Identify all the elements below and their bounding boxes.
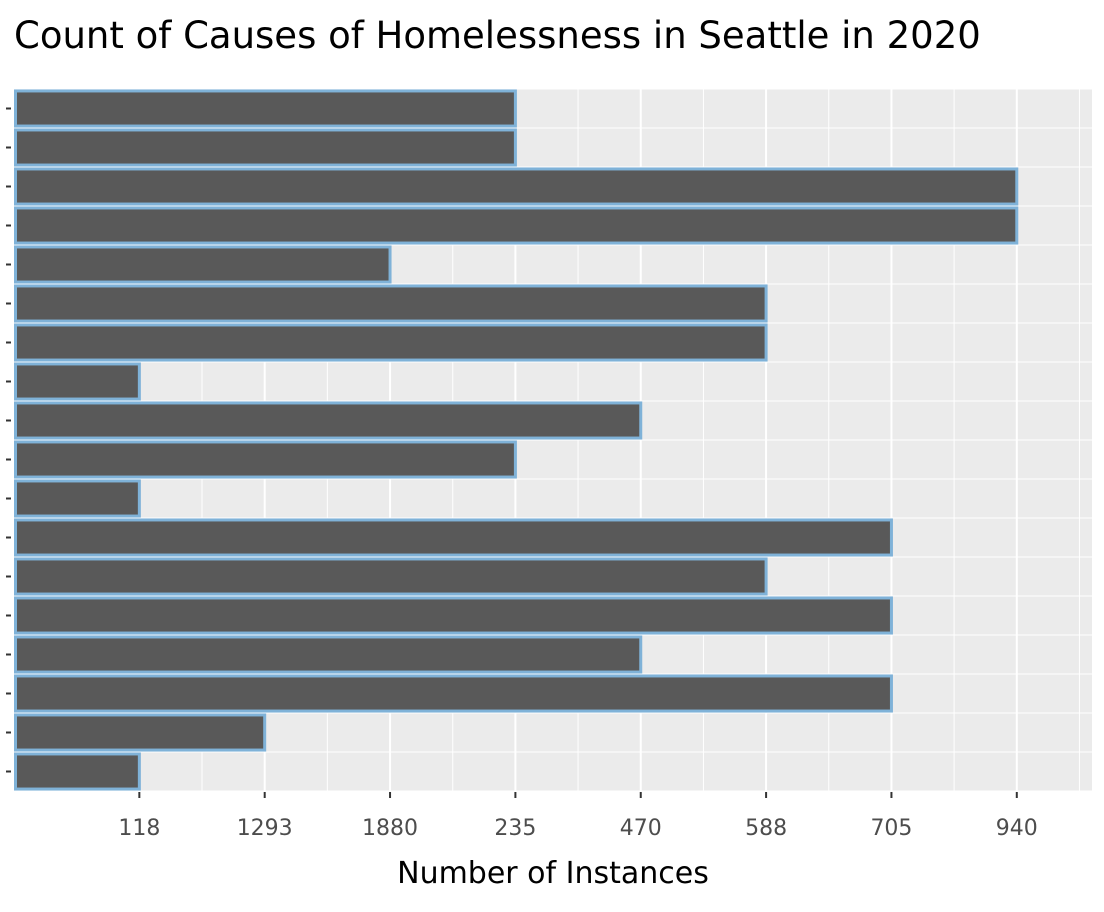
x-axis-title: Number of Instances [397,856,709,891]
x-tick-label: 118 [118,816,160,841]
x-axis-ticks: 118 1293 1880 235 470 588 705 940 [118,792,1038,841]
bar [14,362,141,401]
bar [14,128,517,167]
x-tick-label: 940 [996,816,1038,841]
bar [14,89,517,128]
x-tick-label: 1880 [362,816,418,841]
bar [14,713,267,752]
major-gridlines [138,89,1018,791]
bar [14,440,517,479]
bar [14,635,643,674]
bar [14,752,141,791]
bar [14,245,392,284]
bar [14,557,768,596]
x-tick-label: 705 [870,816,912,841]
bars [14,89,1019,791]
bar [14,518,893,557]
bar [14,479,141,518]
y-axis-ticks [6,107,11,773]
bar [14,674,893,713]
x-tick-label: 588 [745,816,787,841]
x-tick-label: 235 [494,816,536,841]
x-tick-label: 470 [620,816,662,841]
bar [14,596,893,635]
bar [14,167,1019,206]
bar [14,401,643,440]
bar [14,206,1019,245]
x-tick-label: 1293 [237,816,293,841]
chart-title: Count of Causes of Homelessness in Seatt… [14,14,981,57]
bar [14,323,768,362]
minor-gridlines [14,88,1092,792]
bar [14,284,768,323]
